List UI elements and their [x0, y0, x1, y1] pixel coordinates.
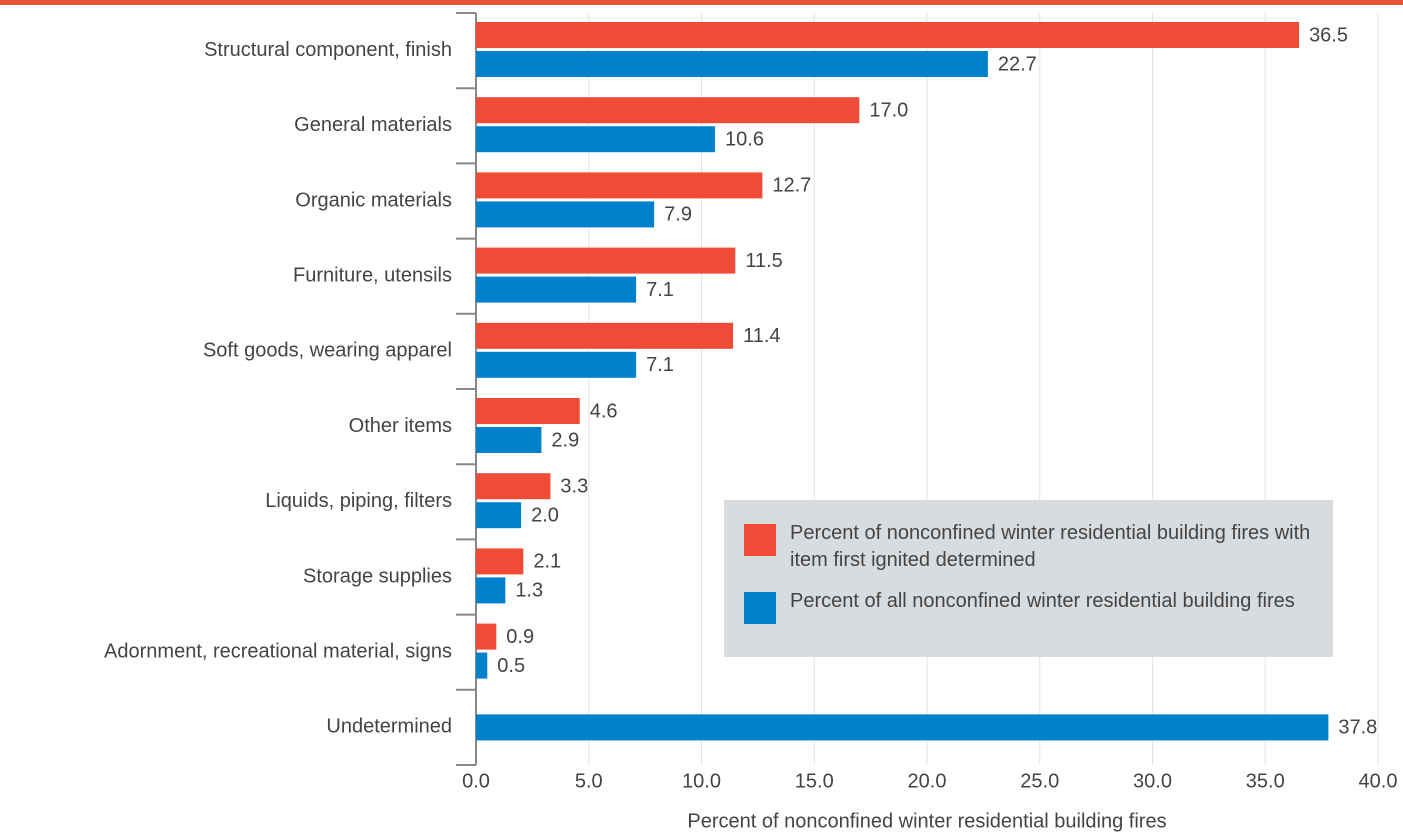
value-label: 11.4: [743, 325, 780, 347]
value-label: 36.5: [1309, 24, 1348, 46]
x-tick-label: 25.0: [1020, 770, 1059, 792]
x-axis-label: Percent of nonconfined winter residentia…: [687, 810, 1166, 832]
value-label: 7.1: [646, 279, 674, 301]
legend-label: Percent of all nonconfined winter reside…: [790, 590, 1295, 612]
x-tick-label: 20.0: [908, 770, 947, 792]
bar: [476, 623, 497, 650]
bar: [476, 172, 763, 199]
bar: [476, 577, 506, 604]
value-label: 10.6: [725, 128, 764, 150]
top-stripe: [0, 0, 1403, 5]
x-tick-label: 0.0: [462, 770, 490, 792]
y-tick-label: General materials: [294, 114, 452, 136]
legend-item: Percent of all nonconfined winter reside…: [744, 588, 1323, 624]
legend: Percent of nonconfined winter residentia…: [724, 500, 1333, 657]
legend-swatch: [744, 524, 776, 556]
bar: [476, 22, 1300, 48]
bar: [476, 652, 488, 679]
value-label: 37.8: [1338, 717, 1377, 739]
value-label: 7.9: [664, 204, 692, 226]
bar: [476, 201, 655, 228]
value-label: 7.1: [646, 354, 674, 376]
value-label: 0.5: [497, 655, 525, 677]
legend-label: Percent of nonconfined winter residentia…: [790, 522, 1311, 571]
bar: [476, 247, 736, 274]
bar: [476, 351, 637, 378]
bar: [476, 714, 1329, 741]
value-label: 1.3: [515, 580, 543, 602]
value-label: 2.1: [533, 551, 561, 573]
x-tick-label: 30.0: [1133, 770, 1172, 792]
value-label: 4.6: [590, 400, 618, 422]
value-label: 2.9: [551, 429, 579, 451]
legend-item: Percent of nonconfined winter residentia…: [744, 520, 1323, 574]
x-tick-label: 10.0: [682, 770, 721, 792]
y-tick-label: Adornment, recreational material, signs: [104, 640, 452, 662]
bar: [476, 427, 542, 453]
value-label: 3.3: [560, 475, 588, 497]
bar: [476, 126, 716, 153]
value-label: 2.0: [531, 504, 559, 526]
bar: [476, 322, 734, 349]
x-tick-label: 35.0: [1246, 770, 1285, 792]
value-label: 17.0: [869, 99, 908, 121]
y-tick-label: Other items: [349, 415, 452, 437]
x-tick-label: 40.0: [1359, 770, 1398, 792]
bar: [476, 51, 988, 77]
x-tick-label: 5.0: [575, 770, 603, 792]
y-tick-label: Liquids, piping, filters: [265, 490, 452, 512]
bar: [476, 502, 522, 529]
x-tick-label: 15.0: [795, 770, 834, 792]
bar: [476, 473, 551, 500]
y-tick-label: Storage supplies: [303, 565, 452, 587]
value-label: 22.7: [998, 53, 1037, 75]
y-tick-label: Structural component, finish: [204, 39, 452, 61]
value-label: 0.9: [506, 626, 534, 648]
y-tick-label: Undetermined: [326, 716, 452, 738]
y-tick-label: Organic materials: [295, 189, 452, 211]
value-label: 12.7: [772, 175, 811, 197]
bar: [476, 97, 860, 124]
value-label: 11.5: [745, 250, 782, 272]
y-tick-label: Furniture, utensils: [293, 264, 452, 286]
y-tick-label: Soft goods, wearing apparel: [203, 340, 452, 362]
bar: [476, 398, 580, 424]
bar: [476, 548, 524, 575]
bar: [476, 276, 637, 303]
legend-swatch: [744, 592, 776, 624]
